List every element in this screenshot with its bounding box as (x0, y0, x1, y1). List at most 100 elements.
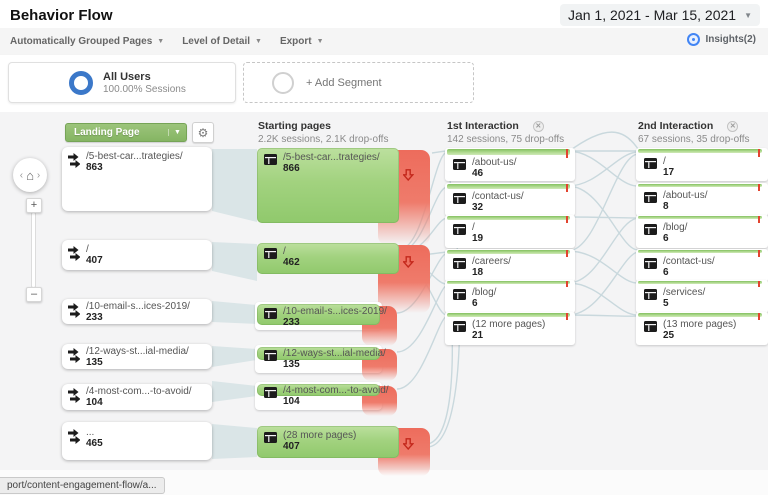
entrance-icon (68, 388, 80, 403)
node-label: /5-best-car...trategies/ (86, 151, 183, 162)
insights-label: Insights(2) (705, 34, 756, 45)
starting-page-node[interactable] (257, 384, 380, 396)
column-header-1st-interaction: 1st Interaction ✕ 142 sessions, 75 drop-o… (447, 120, 564, 145)
interaction-node[interactable]: /blog/6 (445, 280, 575, 313)
page-icon (453, 159, 466, 170)
interaction-node[interactable]: (13 more pages) 25 (636, 312, 768, 345)
landing-node[interactable]: ... 465 (62, 422, 212, 460)
level-of-detail-dropdown[interactable]: Level of Detail ▼ (182, 36, 262, 47)
interaction-node[interactable]: /about-us/8 (636, 183, 768, 216)
node-label: /careers/ (472, 256, 511, 267)
remove-step-icon[interactable]: ✕ (727, 120, 739, 132)
chevron-down-icon: ▼ (157, 38, 165, 45)
node-value: 8 (663, 201, 669, 212)
node-value: 863 (86, 162, 103, 173)
page-icon (453, 224, 466, 235)
date-range-value: Jan 1, 2021 - Mar 15, 2021 (567, 7, 737, 23)
landing-node[interactable]: /10-email-s...ices-2019/233 (62, 299, 212, 324)
landing-node[interactable]: /4-most-com...-to-avoid/104 (62, 384, 212, 410)
chevron-down-icon: ▼ (744, 10, 752, 20)
flow-settings-button[interactable]: ⚙ (192, 122, 214, 143)
remove-step-icon[interactable]: ✕ (532, 120, 544, 132)
landing-node[interactable]: /12-ways-st...ial-media/135 (62, 344, 212, 369)
node-value: 6 (663, 267, 669, 278)
node-value: 32 (472, 202, 484, 213)
segment-all-users[interactable]: All Users 100.00% Sessions (8, 62, 236, 103)
column-subtitle: 142 sessions, 75 drop-offs (447, 134, 565, 145)
node-label: /contact-us/ (663, 256, 715, 267)
node-label: /10-email-s...ices-2019/ (86, 301, 190, 312)
node-value: 6 (472, 298, 478, 309)
node-value: 104 (283, 396, 300, 407)
column-subtitle: 67 sessions, 35 drop-offs (638, 134, 750, 145)
node-value: 18 (472, 267, 484, 278)
dimension-select[interactable]: Landing Page ▼ (65, 123, 187, 142)
node-value: 104 (86, 397, 103, 408)
interaction-node[interactable]: /19 (445, 215, 575, 248)
zoom-in-button[interactable]: + (26, 198, 42, 213)
add-segment-button[interactable]: + Add Segment (243, 62, 474, 103)
insights-button[interactable]: Insights(2) (687, 33, 756, 46)
interaction-node[interactable]: /contact-us/6 (636, 249, 768, 282)
level-of-detail-label: Level of Detail (182, 36, 251, 47)
page-icon (264, 308, 277, 319)
chevron-right-icon[interactable]: › (36, 169, 41, 181)
entrance-icon (68, 153, 80, 168)
column-title: 1st Interaction (447, 120, 519, 132)
zoom-slider[interactable] (31, 212, 36, 288)
starting-page-node[interactable] (257, 347, 380, 360)
starting-page-node[interactable] (257, 426, 399, 458)
segment-bar: All Users 100.00% Sessions + Add Segment (0, 55, 768, 112)
page-icon (644, 289, 657, 300)
chevron-left-icon[interactable]: ‹ (19, 169, 24, 181)
node-value: 866 (283, 163, 300, 174)
page-icon (644, 321, 657, 332)
interaction-node[interactable]: /blog/6 (636, 215, 768, 248)
node-value: 19 (472, 233, 484, 244)
report-toolbar: Automatically Grouped Pages ▼ Level of D… (0, 28, 768, 55)
node-label: ... (86, 427, 95, 438)
drop-off-arrow-icon (403, 438, 414, 450)
export-dropdown[interactable]: Export ▼ (280, 36, 324, 47)
interaction-node[interactable]: /17 (636, 148, 768, 181)
dimension-select-value: Landing Page (74, 127, 140, 138)
page-icon (264, 154, 277, 165)
entrance-icon (68, 348, 80, 363)
page-title: Behavior Flow (10, 7, 113, 24)
node-label: /about-us/ (472, 157, 517, 168)
node-label: /blog/ (472, 287, 497, 298)
starting-page-node[interactable] (257, 304, 380, 325)
entrance-icon (68, 303, 80, 318)
starting-page-node[interactable] (257, 243, 399, 274)
page-icon (453, 258, 466, 269)
page-icon (644, 224, 657, 235)
interaction-node[interactable]: /services/5 (636, 280, 768, 313)
starting-page-node[interactable] (257, 148, 399, 223)
page-icon (644, 258, 657, 269)
page-icon (453, 289, 466, 300)
report-header: Behavior Flow Jan 1, 2021 - Mar 15, 2021… (0, 0, 768, 28)
node-label: /4-most-com...-to-avoid/ (283, 385, 389, 396)
page-icon (453, 321, 466, 332)
column-subtitle: 2.2K sessions, 2.1K drop-offs (258, 134, 389, 145)
segment-ring-icon (69, 70, 93, 95)
node-value: 233 (86, 312, 103, 323)
grouping-dropdown[interactable]: Automatically Grouped Pages ▼ (10, 36, 164, 47)
segment-detail: 100.00% Sessions (103, 83, 186, 95)
link-preview-tooltip: port/content-engagement-flow/a... (0, 477, 165, 494)
interaction-node[interactable]: /about-us/46 (445, 148, 575, 181)
zoom-out-button[interactable]: – (26, 287, 42, 302)
add-segment-label: + Add Segment (306, 76, 382, 89)
date-range-picker[interactable]: Jan 1, 2021 - Mar 15, 2021 ▼ (559, 4, 760, 26)
segment-name: All Users (103, 70, 151, 83)
flow-home-button[interactable]: ‹ ⌂ › (13, 158, 47, 192)
column-header-2nd-interaction: 2nd Interaction ✕ 67 sessions, 35 drop-of… (638, 120, 750, 145)
interaction-node[interactable]: (12 more pages) 21 (445, 312, 575, 345)
interaction-node[interactable]: /contact-us/32 (445, 183, 575, 216)
export-label: Export (279, 36, 312, 47)
node-label: (13 more pages) (663, 319, 737, 330)
interaction-node[interactable]: /careers/18 (445, 249, 575, 282)
landing-node[interactable]: /5-best-car...trategies/863 (62, 147, 212, 211)
landing-node[interactable]: /407 (62, 240, 212, 270)
node-value: 25 (663, 330, 675, 341)
